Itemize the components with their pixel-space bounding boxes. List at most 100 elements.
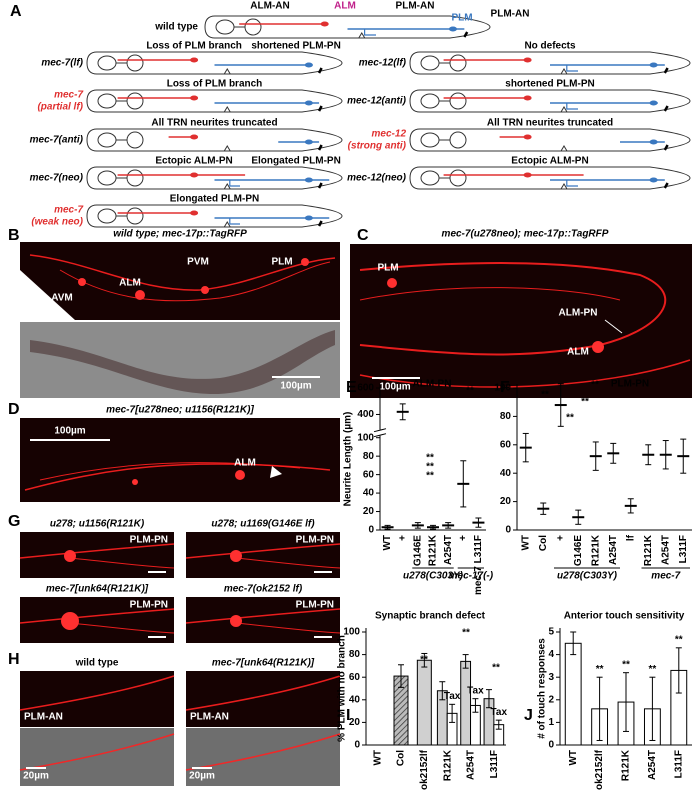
worm-outline (86, 166, 343, 190)
y-tick-label: 60 (363, 469, 375, 480)
soma-signal (78, 278, 86, 286)
y-tick-label: 20 (363, 506, 375, 517)
significance: ** (622, 659, 630, 670)
y-tick-label: 0 (368, 525, 374, 536)
neurite-signal (185, 733, 341, 771)
panel-label: C (357, 227, 369, 244)
neurite-signal (19, 543, 175, 559)
neurite-signal (19, 733, 175, 771)
vulva (560, 106, 568, 113)
y-tick-label: 5 (548, 627, 554, 638)
x-tick-label: ok2152lf (419, 749, 430, 790)
genotype: mec-7(neo) (30, 173, 84, 184)
panel-label: F (500, 379, 510, 396)
arrow (604, 319, 623, 334)
alm-soma (523, 95, 532, 101)
neurite-signal (69, 557, 175, 569)
image-tag: PLM-PN (130, 600, 168, 611)
plm-branch (566, 103, 578, 110)
plm-soma (649, 62, 658, 68)
x-tick-label: mec-7 L311F (473, 535, 484, 595)
group-label: mec-7 (651, 571, 680, 582)
genotype: mec-12(anti) (347, 96, 407, 107)
x-tick-label: Col (396, 750, 407, 766)
y-tick-label: 60 (349, 672, 361, 683)
cell-label: ALM-PN (559, 308, 598, 319)
chart-title: Synaptic branch defect (375, 611, 486, 622)
neurite-signal (39, 462, 301, 481)
y-tick-label: 0 (505, 525, 511, 536)
y-tick-label: 100 (494, 383, 511, 394)
x-tick-label: A254T (443, 535, 454, 565)
panel-label: D (8, 401, 20, 418)
vulva (223, 68, 231, 75)
significance: ** (426, 453, 434, 464)
chart-title: Anterior touch sensitivity (564, 611, 685, 622)
vulva (223, 106, 231, 113)
cell-label: PLM (377, 263, 398, 274)
anus (317, 67, 323, 74)
y-tick-label: 1 (548, 717, 554, 728)
plm-soma (649, 139, 658, 145)
worm-outline (409, 51, 691, 75)
worm-outline (204, 15, 491, 39)
neurite-signal (235, 557, 341, 569)
label: wild type; mec-17p::TagRFP (113, 229, 247, 240)
cell-label: ALM (567, 347, 589, 358)
genotype: mec-12(neo) (347, 173, 407, 184)
bar (416, 659, 432, 746)
group-label: u278(C303Y) (557, 571, 618, 582)
label: mec-7(u278neo); mec-17p::TagRFP (442, 229, 609, 240)
neurite-signal (185, 543, 341, 559)
genotype: (partial lf) (37, 102, 83, 113)
scale-label: 100µm (280, 381, 311, 392)
phenotype-note: shortened PLM-PN (251, 41, 340, 52)
plm-branch (566, 65, 578, 72)
panel-label: J (524, 707, 533, 724)
axis-break (373, 433, 387, 438)
phenotype-note: All TRN neurites truncated (151, 118, 277, 129)
genotype: mec-12(lf) (359, 58, 407, 69)
y-tick-label: 600 (357, 383, 374, 394)
vulva (358, 32, 366, 39)
genotype: (weak neo) (31, 217, 83, 228)
x-tick-label: R121K (428, 534, 439, 566)
x-tick-label: A254T (647, 750, 658, 780)
panel-label: G (8, 513, 20, 530)
phenotype-note: Ectopic ALM-PN (155, 156, 232, 167)
significance: ** (462, 628, 470, 639)
significance: ** (591, 380, 599, 391)
anus (463, 31, 469, 38)
phenotype-note: shortened PLM-PN (505, 79, 594, 90)
y-tick-label: 80 (500, 411, 512, 422)
x-tick-label: WT (520, 535, 531, 551)
y-tick-label: 80 (363, 451, 375, 462)
y-tick-label: 20 (500, 496, 512, 507)
axis-break (374, 429, 386, 436)
y-axis-title: % PLM with no branch (337, 635, 348, 742)
x-tick-label: + (555, 535, 566, 541)
x-tick-label: lf (625, 534, 636, 541)
x-tick-label: ok2152lf (594, 749, 605, 790)
soma-signal (301, 258, 309, 266)
genotype: mec-7 (54, 205, 83, 216)
soma-signal (230, 550, 242, 562)
panel-label: E (346, 379, 357, 396)
panel-label: A (10, 3, 22, 20)
x-tick-label: WT (382, 535, 393, 551)
neurite-signal (235, 622, 341, 634)
y-tick-label: 4 (548, 649, 554, 660)
worm-outline (409, 166, 691, 190)
y-tick-label: 100 (343, 627, 360, 638)
plm-soma (304, 177, 313, 183)
x-tick-label: A254T (608, 535, 619, 565)
worm-outline (409, 89, 691, 113)
panel-label: B (8, 227, 20, 244)
anus (663, 182, 669, 189)
background (20, 270, 75, 320)
group-label: u278(C303Y) (403, 571, 464, 582)
vulva (223, 145, 231, 152)
column-title: wild type (75, 658, 119, 669)
image-tag: PLM-PN (130, 535, 168, 546)
